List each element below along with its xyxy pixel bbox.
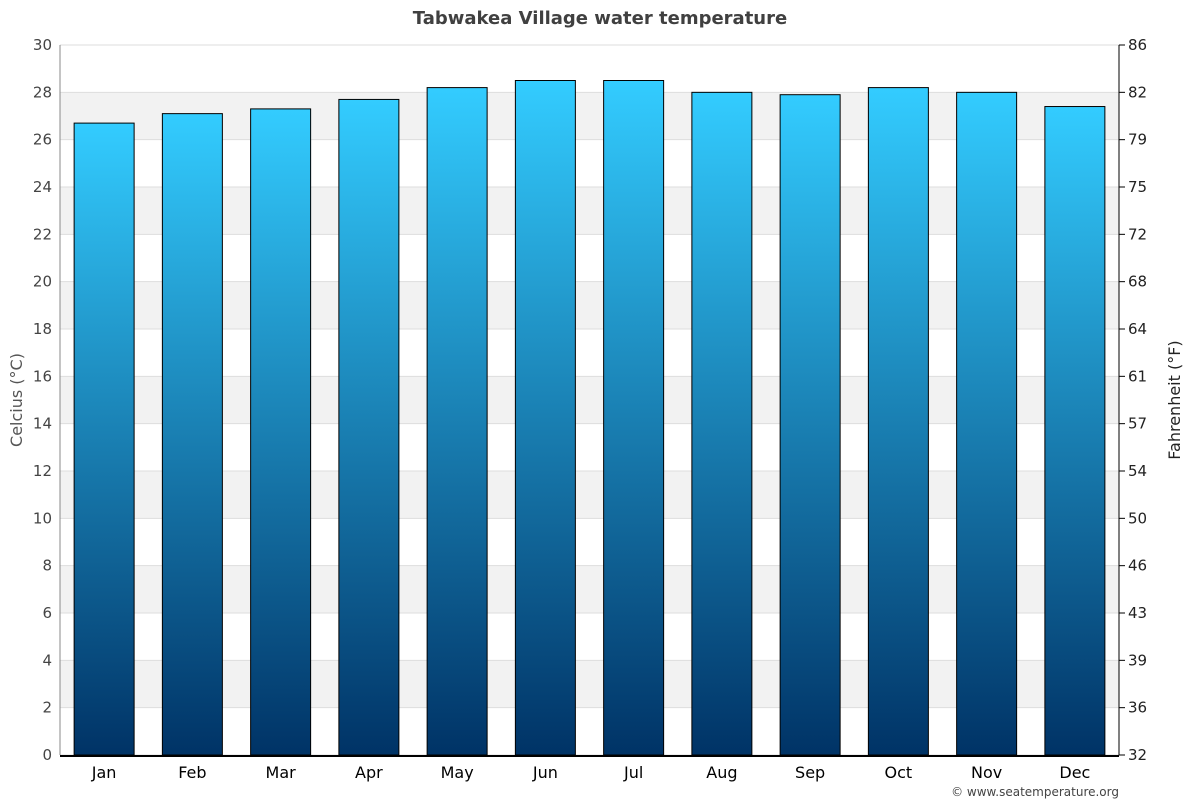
x-tick-label: Aug bbox=[706, 763, 737, 782]
y-tick-label: 12 bbox=[33, 462, 52, 480]
y-tick-label: 16 bbox=[33, 367, 52, 385]
y2-tick-label: 82 bbox=[1128, 83, 1147, 101]
x-tick-label: Dec bbox=[1059, 763, 1090, 782]
y2-tick-label: 68 bbox=[1128, 273, 1147, 291]
y-tick-label: 0 bbox=[42, 746, 52, 764]
x-tick-label: Oct bbox=[885, 763, 913, 782]
x-tick-label: Jun bbox=[532, 763, 558, 782]
y2-tick-label: 54 bbox=[1128, 462, 1147, 480]
x-tick-label: May bbox=[441, 763, 474, 782]
y2-tick-label: 64 bbox=[1128, 320, 1147, 338]
bar-aug bbox=[691, 91, 753, 756]
bar-feb bbox=[161, 113, 223, 756]
x-tick-label: Feb bbox=[178, 763, 206, 782]
bar-jul bbox=[603, 80, 665, 756]
y-tick-label: 4 bbox=[42, 651, 52, 669]
y2-tick-label: 75 bbox=[1128, 178, 1147, 196]
y2-tick-label: 50 bbox=[1128, 509, 1147, 527]
y-tick-label: 22 bbox=[33, 225, 52, 243]
grid-band bbox=[60, 565, 1119, 613]
grid-band bbox=[60, 660, 1119, 708]
chart-title: Tabwakea Village water temperature bbox=[413, 8, 787, 29]
y2-tick-label: 57 bbox=[1128, 415, 1147, 433]
grid-band bbox=[60, 187, 1119, 235]
y-tick-label: 28 bbox=[33, 83, 52, 101]
x-tick-label: Mar bbox=[266, 763, 297, 782]
y2-tick-label: 43 bbox=[1128, 604, 1147, 622]
y2-tick-label: 86 bbox=[1128, 36, 1147, 54]
y2-tick-label: 61 bbox=[1128, 367, 1147, 385]
x-tick-label: Apr bbox=[355, 763, 383, 782]
y-tick-label: 14 bbox=[33, 415, 52, 433]
y-tick-label: 24 bbox=[33, 178, 52, 196]
bar-jan bbox=[73, 122, 135, 756]
credit-text: © www.seatemperature.org bbox=[951, 785, 1119, 799]
y-axis-label: Celcius (°C) bbox=[7, 353, 26, 447]
bar-apr bbox=[338, 98, 400, 756]
bar-dec bbox=[1044, 106, 1106, 756]
grid-band bbox=[60, 92, 1119, 140]
y2-tick-label: 32 bbox=[1128, 746, 1147, 764]
grid-band bbox=[60, 376, 1119, 424]
y-tick-label: 10 bbox=[33, 509, 52, 527]
bar-nov bbox=[956, 91, 1018, 756]
bar-jun bbox=[514, 80, 576, 756]
y-tick-label: 20 bbox=[33, 273, 52, 291]
y-tick-label: 18 bbox=[33, 320, 52, 338]
y2-tick-label: 36 bbox=[1128, 699, 1147, 717]
y-tick-label: 8 bbox=[42, 557, 52, 575]
x-tick-label: Jul bbox=[623, 763, 643, 782]
y2-tick-label: 79 bbox=[1128, 131, 1147, 149]
bar-oct bbox=[867, 87, 929, 756]
y2-tick-label: 46 bbox=[1128, 557, 1147, 575]
y2-tick-label: 39 bbox=[1128, 651, 1147, 669]
x-tick-label: Sep bbox=[795, 763, 825, 782]
y-tick-label: 2 bbox=[42, 699, 52, 717]
x-tick-label: Nov bbox=[971, 763, 1002, 782]
bar-mar bbox=[250, 108, 312, 756]
y2-tick-label: 72 bbox=[1128, 225, 1147, 243]
y2-axis-label: Fahrenheit (°F) bbox=[1165, 340, 1184, 459]
grid-band bbox=[60, 471, 1119, 519]
y-tick-label: 6 bbox=[42, 604, 52, 622]
y-tick-label: 26 bbox=[33, 131, 52, 149]
bar-sep bbox=[779, 94, 841, 756]
grid-band bbox=[60, 281, 1119, 329]
bar-may bbox=[426, 87, 488, 756]
y-tick-label: 30 bbox=[33, 36, 52, 54]
x-tick-label: Jan bbox=[91, 763, 117, 782]
